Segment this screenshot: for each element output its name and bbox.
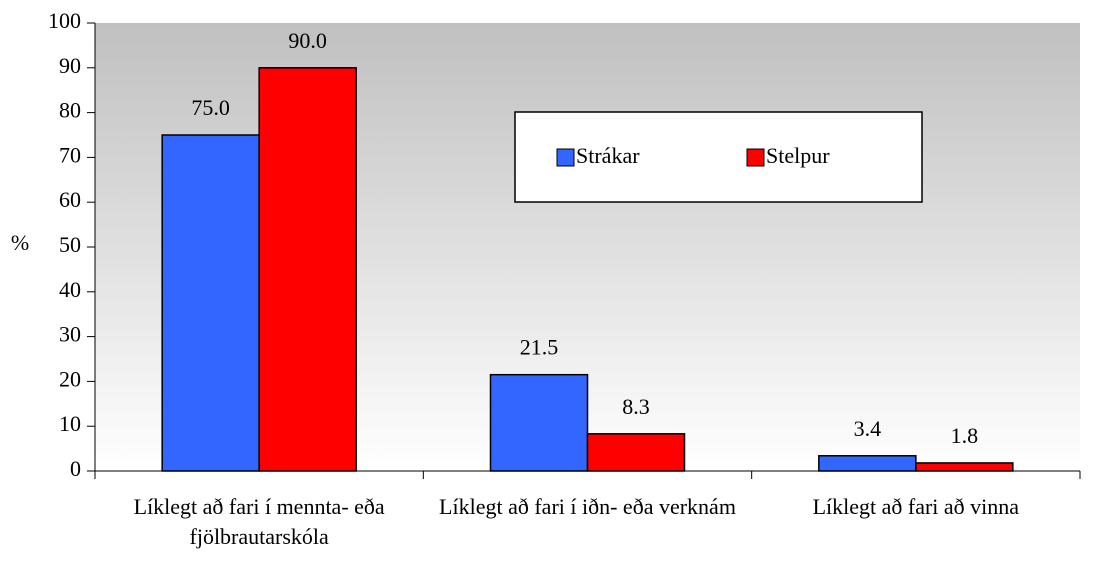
value-label: 75.0 xyxy=(191,95,230,120)
y-tick-label: 70 xyxy=(59,142,81,167)
legend-box xyxy=(514,111,923,203)
legend-swatch xyxy=(556,148,575,167)
value-label: 90.0 xyxy=(288,28,327,53)
bar xyxy=(161,134,260,472)
y-tick-label: 0 xyxy=(70,456,81,481)
value-label: 3.4 xyxy=(854,416,882,441)
bar xyxy=(586,433,686,472)
legend-label: Stelpur xyxy=(766,143,830,168)
value-label: 8.3 xyxy=(622,394,650,419)
bar xyxy=(258,67,357,472)
legend: Strákar Stelpur xyxy=(514,111,923,203)
legend-label: Strákar xyxy=(576,143,640,168)
y-tick-label: 30 xyxy=(59,322,81,347)
value-label: 1.8 xyxy=(951,423,979,448)
y-tick-label: 90 xyxy=(59,53,81,78)
bar xyxy=(489,373,589,472)
y-tick-label: 10 xyxy=(59,411,81,436)
x-tick-label: Líklegt að fari að vinna xyxy=(812,494,1020,519)
x-tick-label: Líklegt að fari í iðn- eða verknám xyxy=(439,494,736,519)
y-tick-label: 40 xyxy=(59,277,81,302)
value-label: 21.5 xyxy=(520,335,559,360)
y-axis-label: % xyxy=(11,230,29,255)
y-tick-label: 20 xyxy=(59,366,81,391)
x-tick-label: Líklegt að fari í mennta- eða fjölbrauta… xyxy=(133,494,385,549)
bar xyxy=(915,462,1014,472)
y-tick-label: 100 xyxy=(48,8,81,33)
legend-swatch xyxy=(746,148,765,167)
y-tick-label: 50 xyxy=(59,232,81,257)
bar xyxy=(818,455,917,472)
y-tick-label: 80 xyxy=(59,98,81,123)
y-tick-label: 60 xyxy=(59,187,81,212)
